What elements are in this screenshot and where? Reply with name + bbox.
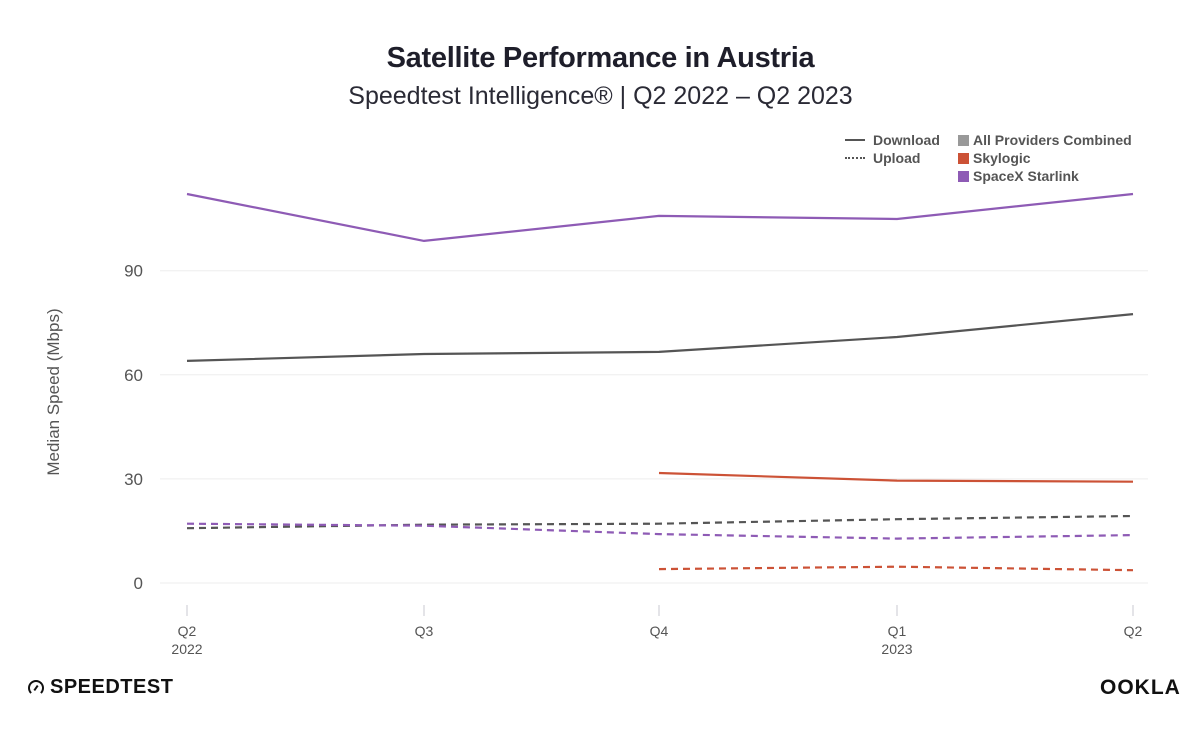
chart-title: Satellite Performance in Austria: [386, 42, 815, 74]
series-line-skylogic-upload: [658, 565, 1134, 572]
x-tick-year-label: 2023: [881, 641, 912, 657]
dotted-line-icon: [845, 157, 865, 160]
legend-label: All Providers Combined: [973, 132, 1132, 148]
y-tick-label: 90: [124, 262, 143, 281]
series-line-spacex-starlink-upload: [186, 522, 1134, 540]
legend-item-all-providers: All Providers Combined: [958, 131, 1132, 149]
speedtest-logo: SPEEDTEST: [28, 676, 173, 699]
legend-item-skylogic: Skylogic: [958, 149, 1031, 167]
speedtest-logo-text: SPEEDTEST: [50, 676, 174, 698]
y-tick-label: 30: [124, 470, 143, 489]
series-line-all-providers-combined-download: [186, 313, 1134, 362]
legend-label: Download: [873, 132, 940, 148]
y-tick-label: 60: [124, 366, 143, 385]
series-line-all-providers-combined-upload: [186, 514, 1134, 530]
x-tick-label: Q1: [888, 623, 907, 639]
series-line-spacex-starlink-download: [186, 192, 1134, 242]
legend-label: Skylogic: [973, 150, 1031, 166]
x-tick-label: Q4: [650, 623, 669, 639]
color-swatch-icon: [958, 134, 969, 146]
legend-label: SpaceX Starlink: [973, 168, 1079, 184]
x-tick-label: Q2: [1124, 623, 1143, 639]
color-swatch-icon: [958, 152, 969, 164]
x-tick-label: Q2: [178, 623, 197, 639]
color-swatch-icon: [958, 170, 969, 182]
legend-label: Upload: [873, 150, 921, 166]
series-line-skylogic-download: [658, 471, 1134, 483]
legend-item-upload: Upload: [845, 149, 920, 167]
y-tick-label: 0: [134, 574, 143, 593]
x-tick-year-label: 2022: [171, 641, 202, 657]
chart-subtitle: Speedtest Intelligence® | Q2 2022 – Q2 2…: [348, 82, 853, 110]
legend-item-starlink: SpaceX Starlink: [958, 167, 1079, 185]
solid-line-icon: [845, 139, 865, 142]
legend-item-download: Download: [845, 131, 940, 149]
ookla-logo: OOKLA: [1100, 676, 1181, 699]
x-tick-label: Q3: [415, 623, 434, 639]
gauge-icon: [28, 679, 44, 696]
